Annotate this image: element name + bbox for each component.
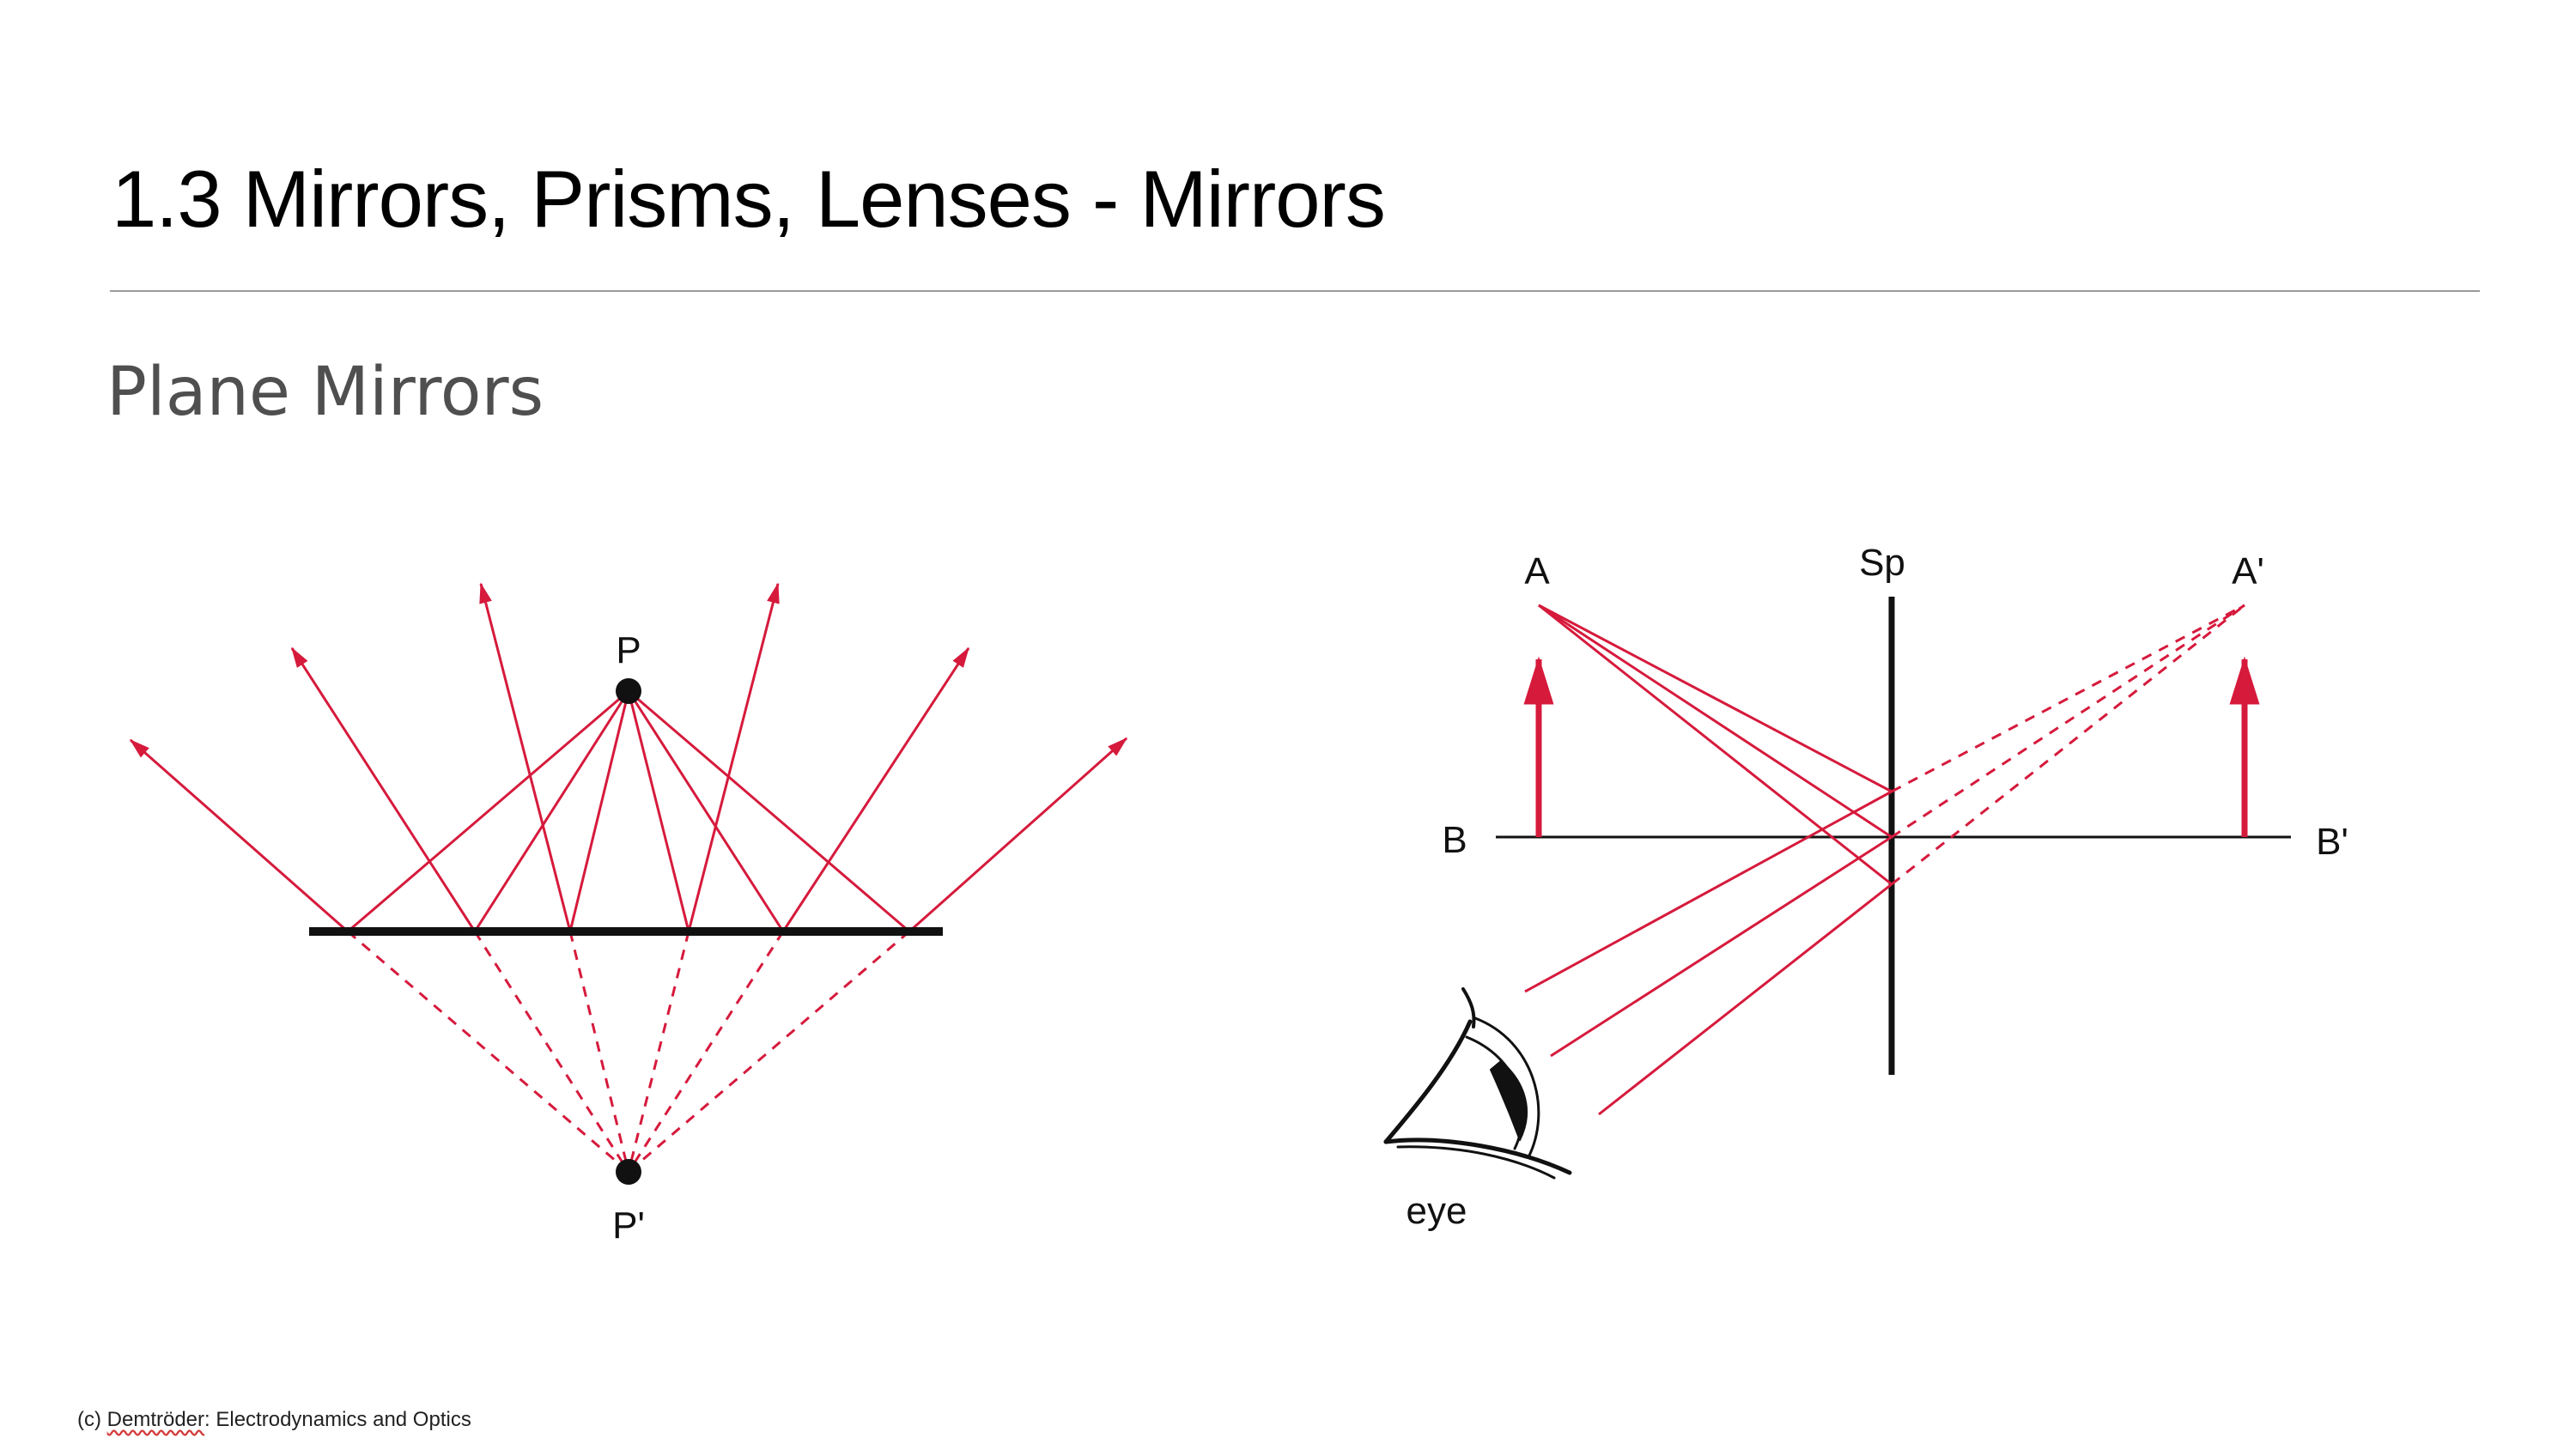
incident-rays [1538, 604, 1893, 886]
label-b: B [1442, 819, 1467, 861]
incident-ray [628, 689, 910, 933]
reflected-ray [129, 738, 349, 933]
reflected-ray [908, 737, 1128, 933]
reflected-ray [781, 646, 970, 932]
reflected-ray [290, 646, 477, 932]
incident-ray [473, 690, 630, 932]
virtual-ray [627, 931, 785, 1173]
incident-ray [627, 690, 690, 932]
incident-ray [1538, 604, 1893, 793]
label-b-image: B' [2316, 821, 2348, 863]
label-a: A [1524, 550, 1550, 592]
incident-ray [347, 689, 629, 933]
virtual-ray [1891, 604, 2245, 886]
virtual-rays [347, 930, 910, 1174]
object-point [616, 678, 641, 704]
slide-title: 1.3 Mirrors, Prisms, Lenses - Mirrors [112, 154, 1386, 244]
image-point [616, 1159, 641, 1185]
virtual-ray [347, 930, 629, 1174]
label-eye: eye [1406, 1190, 1467, 1232]
reflected-ray [479, 582, 572, 932]
virtual-ray [1891, 604, 2245, 839]
label-a-image: A' [2232, 550, 2264, 592]
virtual-ray [568, 931, 630, 1173]
credit-suffix: : Electrodynamics and Optics [204, 1408, 471, 1431]
incident-ray [568, 690, 630, 932]
incident-ray [1538, 604, 1893, 839]
right-diagram: A Sp A' B B' eye [1383, 542, 2348, 1232]
reflected-rays [1524, 790, 1893, 1116]
incident-rays [347, 689, 910, 933]
incident-ray [1538, 604, 1893, 886]
virtual-rays [1891, 604, 2245, 886]
incident-ray [627, 690, 785, 932]
left-diagram: P P' [129, 582, 1128, 1247]
credit-author: Demtröder [106, 1408, 205, 1431]
credit-prefix: (c) [77, 1408, 107, 1431]
label-sp: Sp [1859, 542, 1905, 584]
virtual-ray [628, 930, 910, 1174]
eye-icon [1383, 987, 1572, 1180]
reflected-ray [687, 582, 780, 932]
virtual-ray [473, 931, 630, 1173]
title-divider [110, 290, 2480, 292]
source-credit: (c) Demtröder: Electrodynamics and Optic… [77, 1408, 471, 1432]
reflected-rays [129, 582, 1128, 933]
virtual-ray [1891, 604, 2245, 793]
image-point-label: P' [612, 1204, 645, 1247]
reflected-ray [1550, 835, 1893, 1058]
reflected-ray [1524, 790, 1893, 993]
object-point-label: P [616, 629, 641, 671]
virtual-ray [627, 931, 690, 1173]
slide-subtitle: Plane Mirrors [106, 354, 544, 431]
reflected-ray [1598, 883, 1893, 1116]
